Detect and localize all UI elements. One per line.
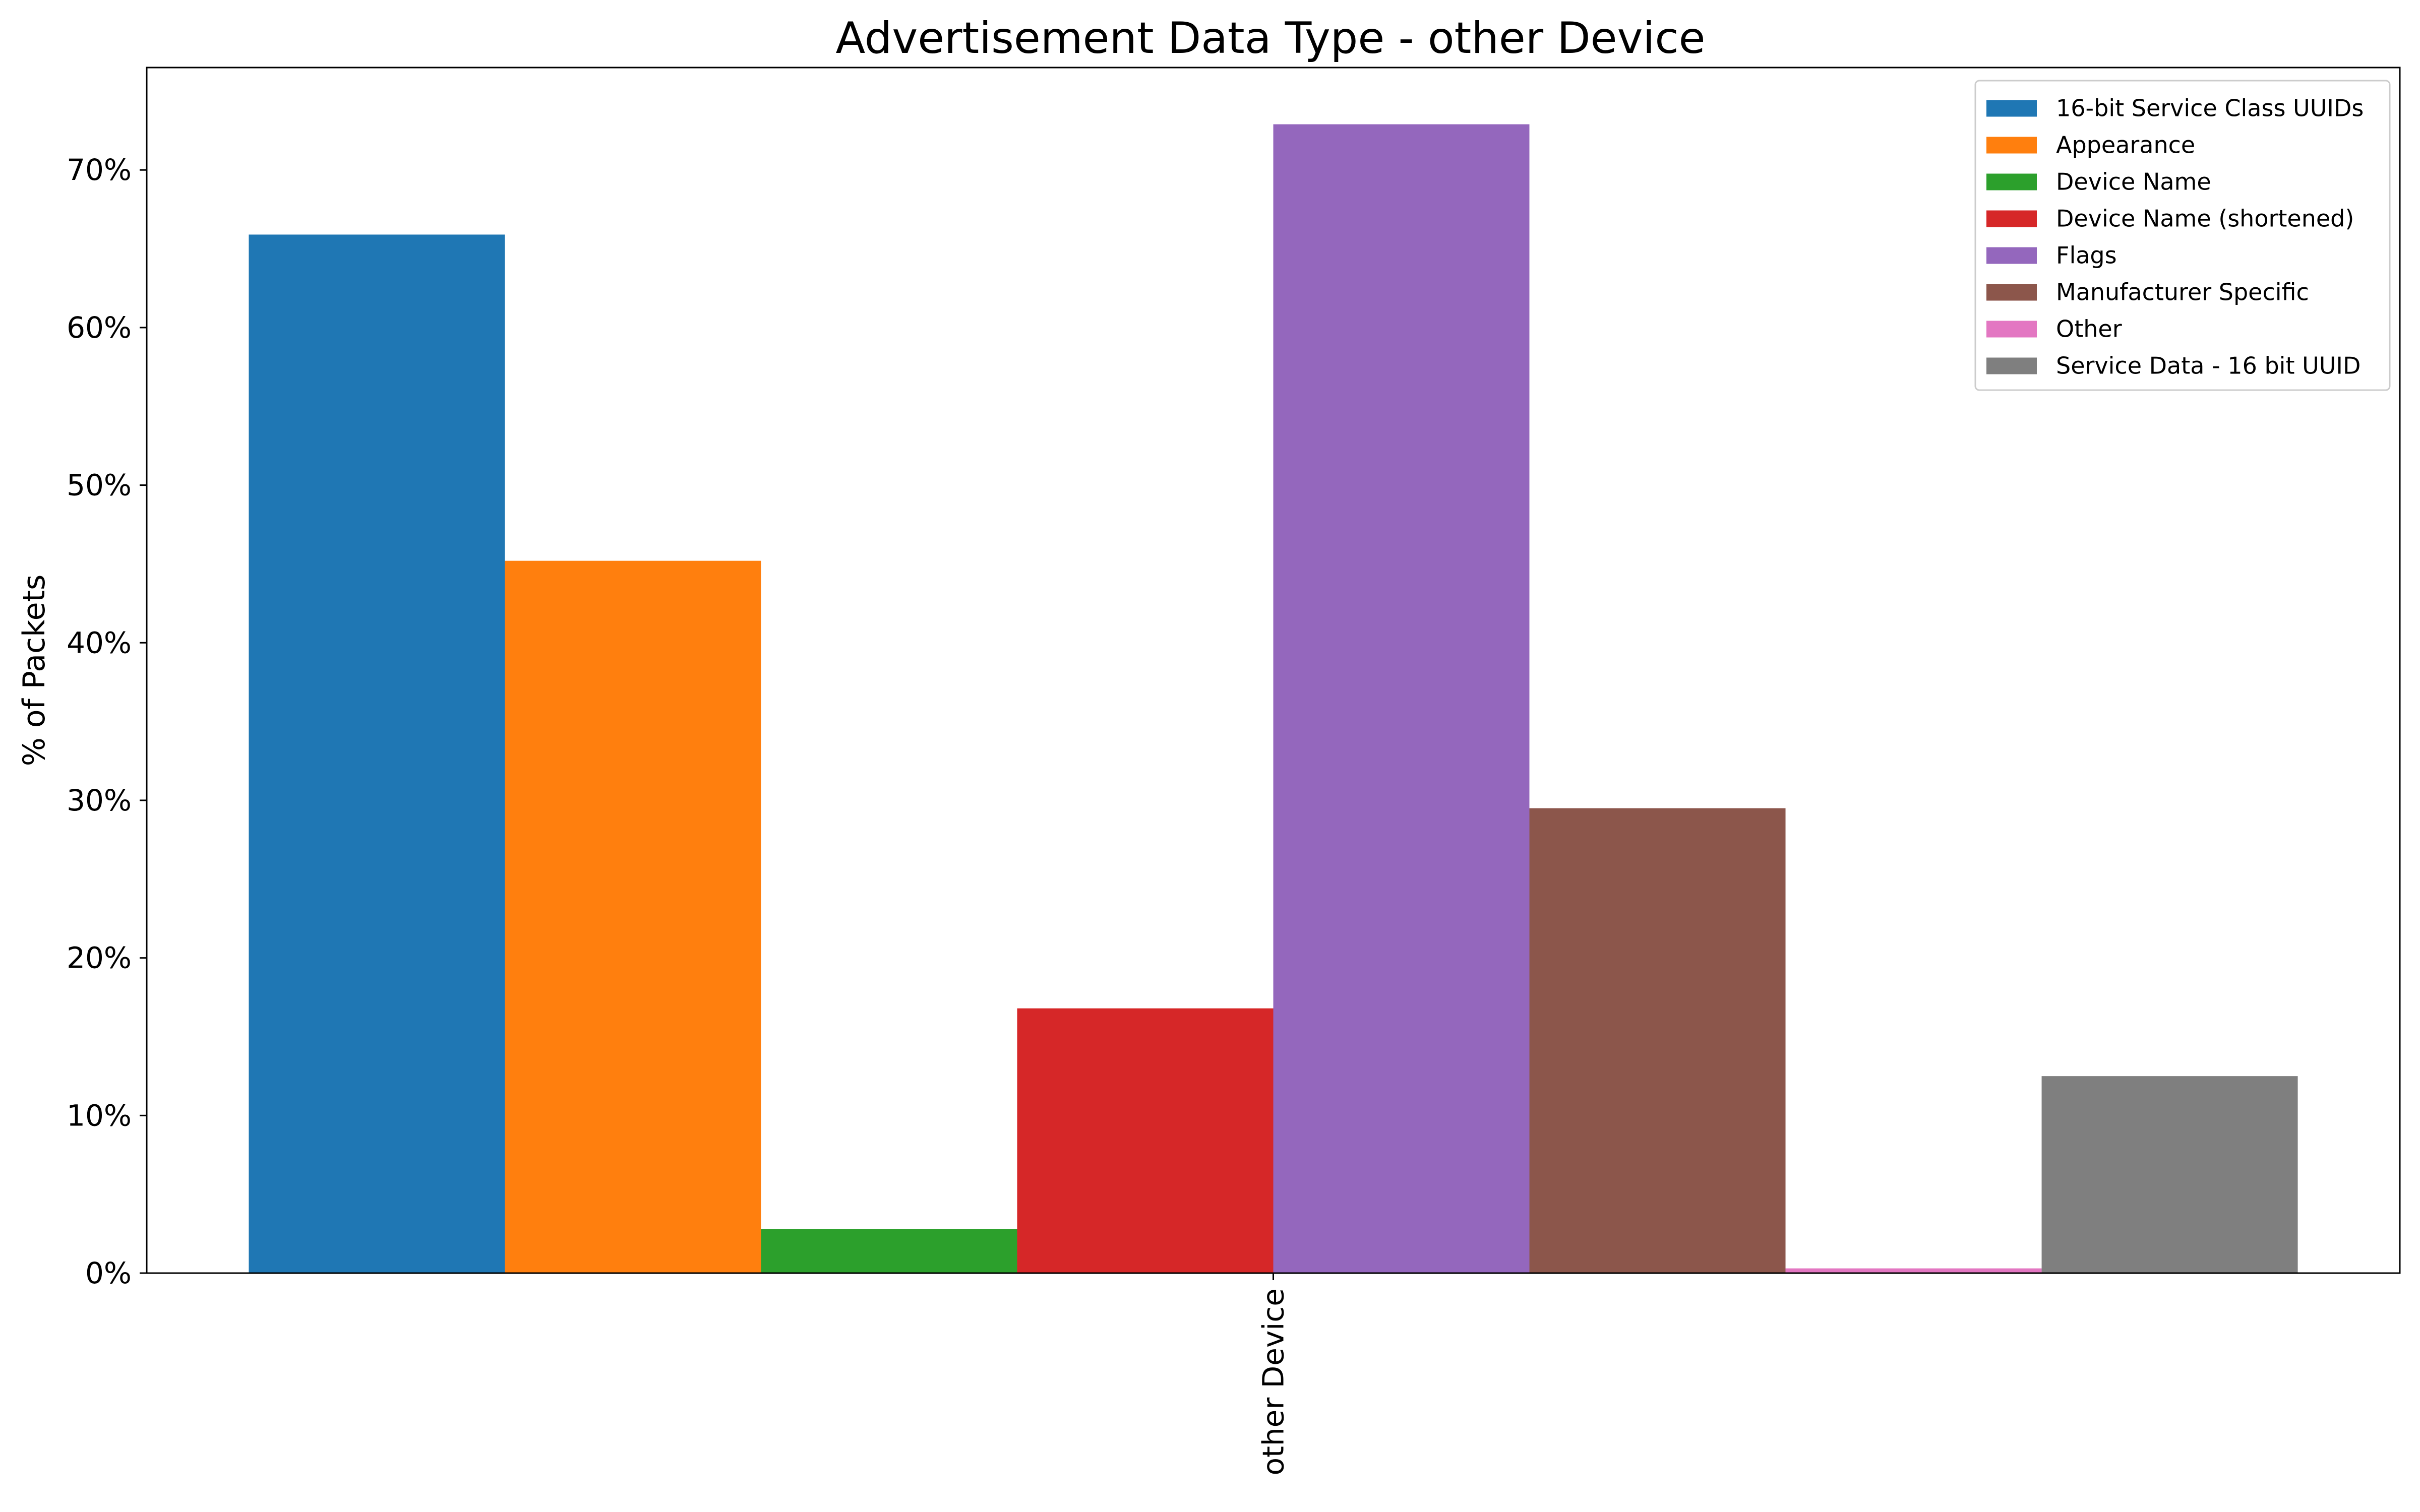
y-tick-label: 10% xyxy=(67,1098,132,1132)
legend-label: Flags xyxy=(2056,242,2117,269)
y-tick-label: 0% xyxy=(85,1256,132,1290)
legend-swatch xyxy=(1986,357,2037,374)
legend: 16-bit Service Class UUIDs Appearance Devi… xyxy=(1974,80,2391,391)
chart-title: Advertisement Data Type - other Device xyxy=(835,13,1705,64)
y-tick-label: 50% xyxy=(67,468,132,502)
bars-group xyxy=(249,124,2298,1274)
legend-swatch xyxy=(1986,247,2037,264)
legend-label: Other xyxy=(2056,316,2122,343)
y-tick-label: 40% xyxy=(67,625,132,660)
y-tick-label: 70% xyxy=(67,153,132,187)
legend-label: Device Name (shortened) xyxy=(2056,205,2354,232)
x-tick-label: other Device xyxy=(1256,1288,1291,1475)
y-tick-label: 60% xyxy=(67,310,132,345)
bar-appearance xyxy=(505,560,761,1273)
y-axis-label: % of Packets xyxy=(17,575,52,767)
y-tick-label: 30% xyxy=(67,783,132,817)
legend-swatch xyxy=(1986,321,2037,338)
bar-device-name-shortened xyxy=(1017,1008,1274,1273)
legend-swatch xyxy=(1986,137,2037,154)
legend-swatch xyxy=(1986,284,2037,301)
y-tick-label: 20% xyxy=(67,941,132,975)
bar-service-data-16-bit-uuid xyxy=(2041,1076,2298,1273)
bar-16-bit-service-class-uuids xyxy=(249,234,505,1274)
legend-label: 16-bit Service Class UUIDs xyxy=(2056,95,2364,122)
legend-swatch xyxy=(1986,210,2037,227)
legend-label: Device Name xyxy=(2056,168,2211,196)
legend-swatch xyxy=(1986,173,2037,191)
legend-label: Service Data - 16 bit UUID xyxy=(2056,352,2361,380)
bar-flags xyxy=(1273,124,1530,1274)
legend-label: Manufacturer Specific xyxy=(2056,279,2309,306)
legend-label: Appearance xyxy=(2056,132,2195,159)
legend-box xyxy=(1974,80,2391,391)
bar-device-name xyxy=(761,1229,1017,1273)
legend-swatch xyxy=(1986,100,2037,117)
y-axis: 0% 10% 20% 30% 40% 50% 60% 70% xyxy=(67,153,147,1290)
bar-other xyxy=(1785,1268,2042,1273)
x-axis: other Device xyxy=(1256,1273,1291,1475)
bar-manufacturer-specific xyxy=(1529,808,1786,1273)
plot-frame xyxy=(146,67,2401,1274)
